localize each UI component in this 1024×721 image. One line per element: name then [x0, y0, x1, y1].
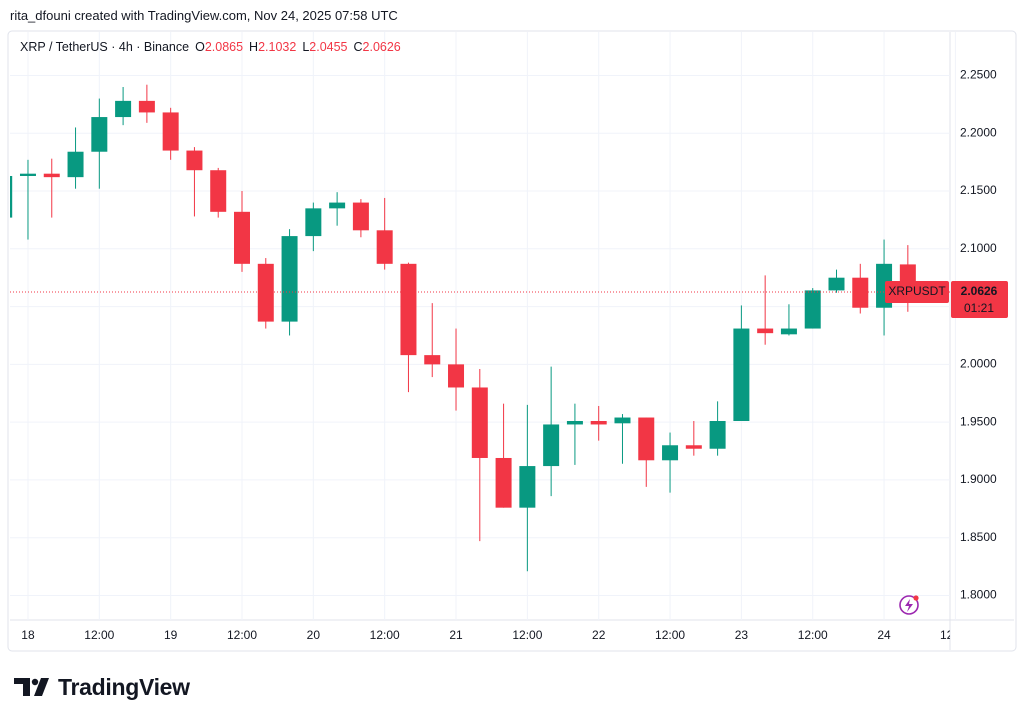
y-tick-label: 2.2000 — [960, 125, 997, 139]
y-tick-label: 2.1500 — [960, 183, 997, 197]
x-tick-label: 24 — [877, 628, 891, 642]
candle-body — [804, 290, 821, 329]
candle-body — [828, 277, 845, 291]
candle-body — [424, 355, 441, 365]
candle-body — [590, 420, 607, 425]
candle-body — [733, 328, 750, 421]
candle-body — [852, 277, 869, 308]
candle-body — [471, 387, 488, 458]
candle-body — [352, 202, 369, 231]
x-tick-label: 12:00 — [655, 628, 685, 642]
candle-body — [376, 230, 393, 264]
y-tick-label: 2.1000 — [960, 241, 997, 255]
candle-body — [709, 420, 726, 449]
brand-logo — [14, 678, 49, 696]
candle-body — [186, 150, 203, 171]
candle-body — [257, 263, 274, 322]
candle-body — [234, 211, 250, 264]
x-tick-label: 12:00 — [227, 628, 257, 642]
candle-body — [329, 202, 346, 209]
countdown: 01:21 — [964, 301, 994, 315]
candle-body — [757, 328, 774, 334]
candle-body — [685, 445, 702, 449]
candle-body — [448, 364, 465, 388]
x-tick-label: 20 — [307, 628, 321, 642]
ohlc-value: 2.0455 — [309, 40, 348, 54]
brand-name: TradingView — [58, 674, 190, 700]
x-tick-label: 12:00 — [512, 628, 542, 642]
candle-body — [400, 263, 417, 356]
candle-body — [19, 173, 36, 176]
symbol-tag: XRPUSDT — [888, 284, 946, 298]
ohlc-value: 2.0626 — [362, 40, 401, 54]
candle-body — [115, 100, 132, 118]
y-axis: 1.80001.85001.90001.95002.00002.05002.10… — [960, 68, 997, 602]
credit-line: rita_dfouni created with TradingView.com… — [10, 8, 398, 23]
candle-body — [519, 466, 536, 508]
ohlc-label: L — [302, 40, 310, 54]
candle-body — [780, 328, 797, 335]
x-tick-label: 12:00 — [370, 628, 400, 642]
x-tick-label: 12 — [940, 628, 954, 642]
candle-body — [638, 417, 655, 461]
icon — [899, 595, 919, 615]
ohlc-label: H — [249, 40, 259, 54]
y-tick-label: 1.9500 — [960, 414, 997, 428]
ohlc-value: 2.0865 — [204, 40, 244, 54]
candle-body — [281, 236, 298, 322]
x-tick-label: 12:00 — [798, 628, 828, 642]
x-tick-label: 21 — [449, 628, 463, 642]
price-box — [951, 281, 1008, 319]
y-tick-label: 1.8500 — [960, 530, 997, 544]
candle-body — [210, 170, 227, 212]
candle-body — [67, 151, 84, 178]
symbol-tag-box — [885, 281, 949, 304]
ohlc-label: O — [195, 40, 205, 54]
chart-title: XRP / TetherUS · 4h · Binance — [20, 40, 190, 54]
candle-body — [662, 445, 679, 461]
legend: XRP / TetherUS · 4h · Binance O 2.0865 H 2.1… — [20, 40, 407, 54]
y-tick-label: 2.0000 — [960, 357, 997, 371]
candle-body — [566, 420, 583, 425]
candle-body — [305, 208, 322, 237]
y-tick-label: 1.9000 — [960, 472, 997, 486]
candle-body — [43, 173, 60, 178]
chart-frame — [7, 30, 1017, 652]
ohlc-value: 2.1032 — [258, 40, 297, 54]
overlay: XRPUSDT 2.0626 01:21 — [10, 281, 1008, 319]
candle-body — [162, 112, 179, 151]
x-tick-label: 23 — [735, 628, 749, 642]
x-tick-label: 19 — [164, 628, 178, 642]
x-tick-label: 12:00 — [84, 628, 114, 642]
ohlc-label: C — [353, 40, 363, 54]
x-axis: 18 12:00 19 12:00 20 12:00 21 12:00 22 12:00 23 12:… — [21, 628, 954, 642]
candle-body — [91, 117, 108, 152]
candle-body — [10, 175, 13, 218]
candle-body — [138, 100, 155, 113]
x-tick-label: 22 — [592, 628, 606, 642]
x-tick-label: 18 — [21, 628, 35, 642]
candle-body — [614, 417, 631, 424]
price-label: 2.0626 — [961, 284, 998, 298]
candle-body — [495, 457, 512, 508]
plot-area — [10, 84, 916, 572]
y-tick-label: 2.2500 — [960, 68, 997, 82]
candle-body — [543, 424, 560, 467]
y-tick-label: 1.8000 — [960, 588, 997, 602]
